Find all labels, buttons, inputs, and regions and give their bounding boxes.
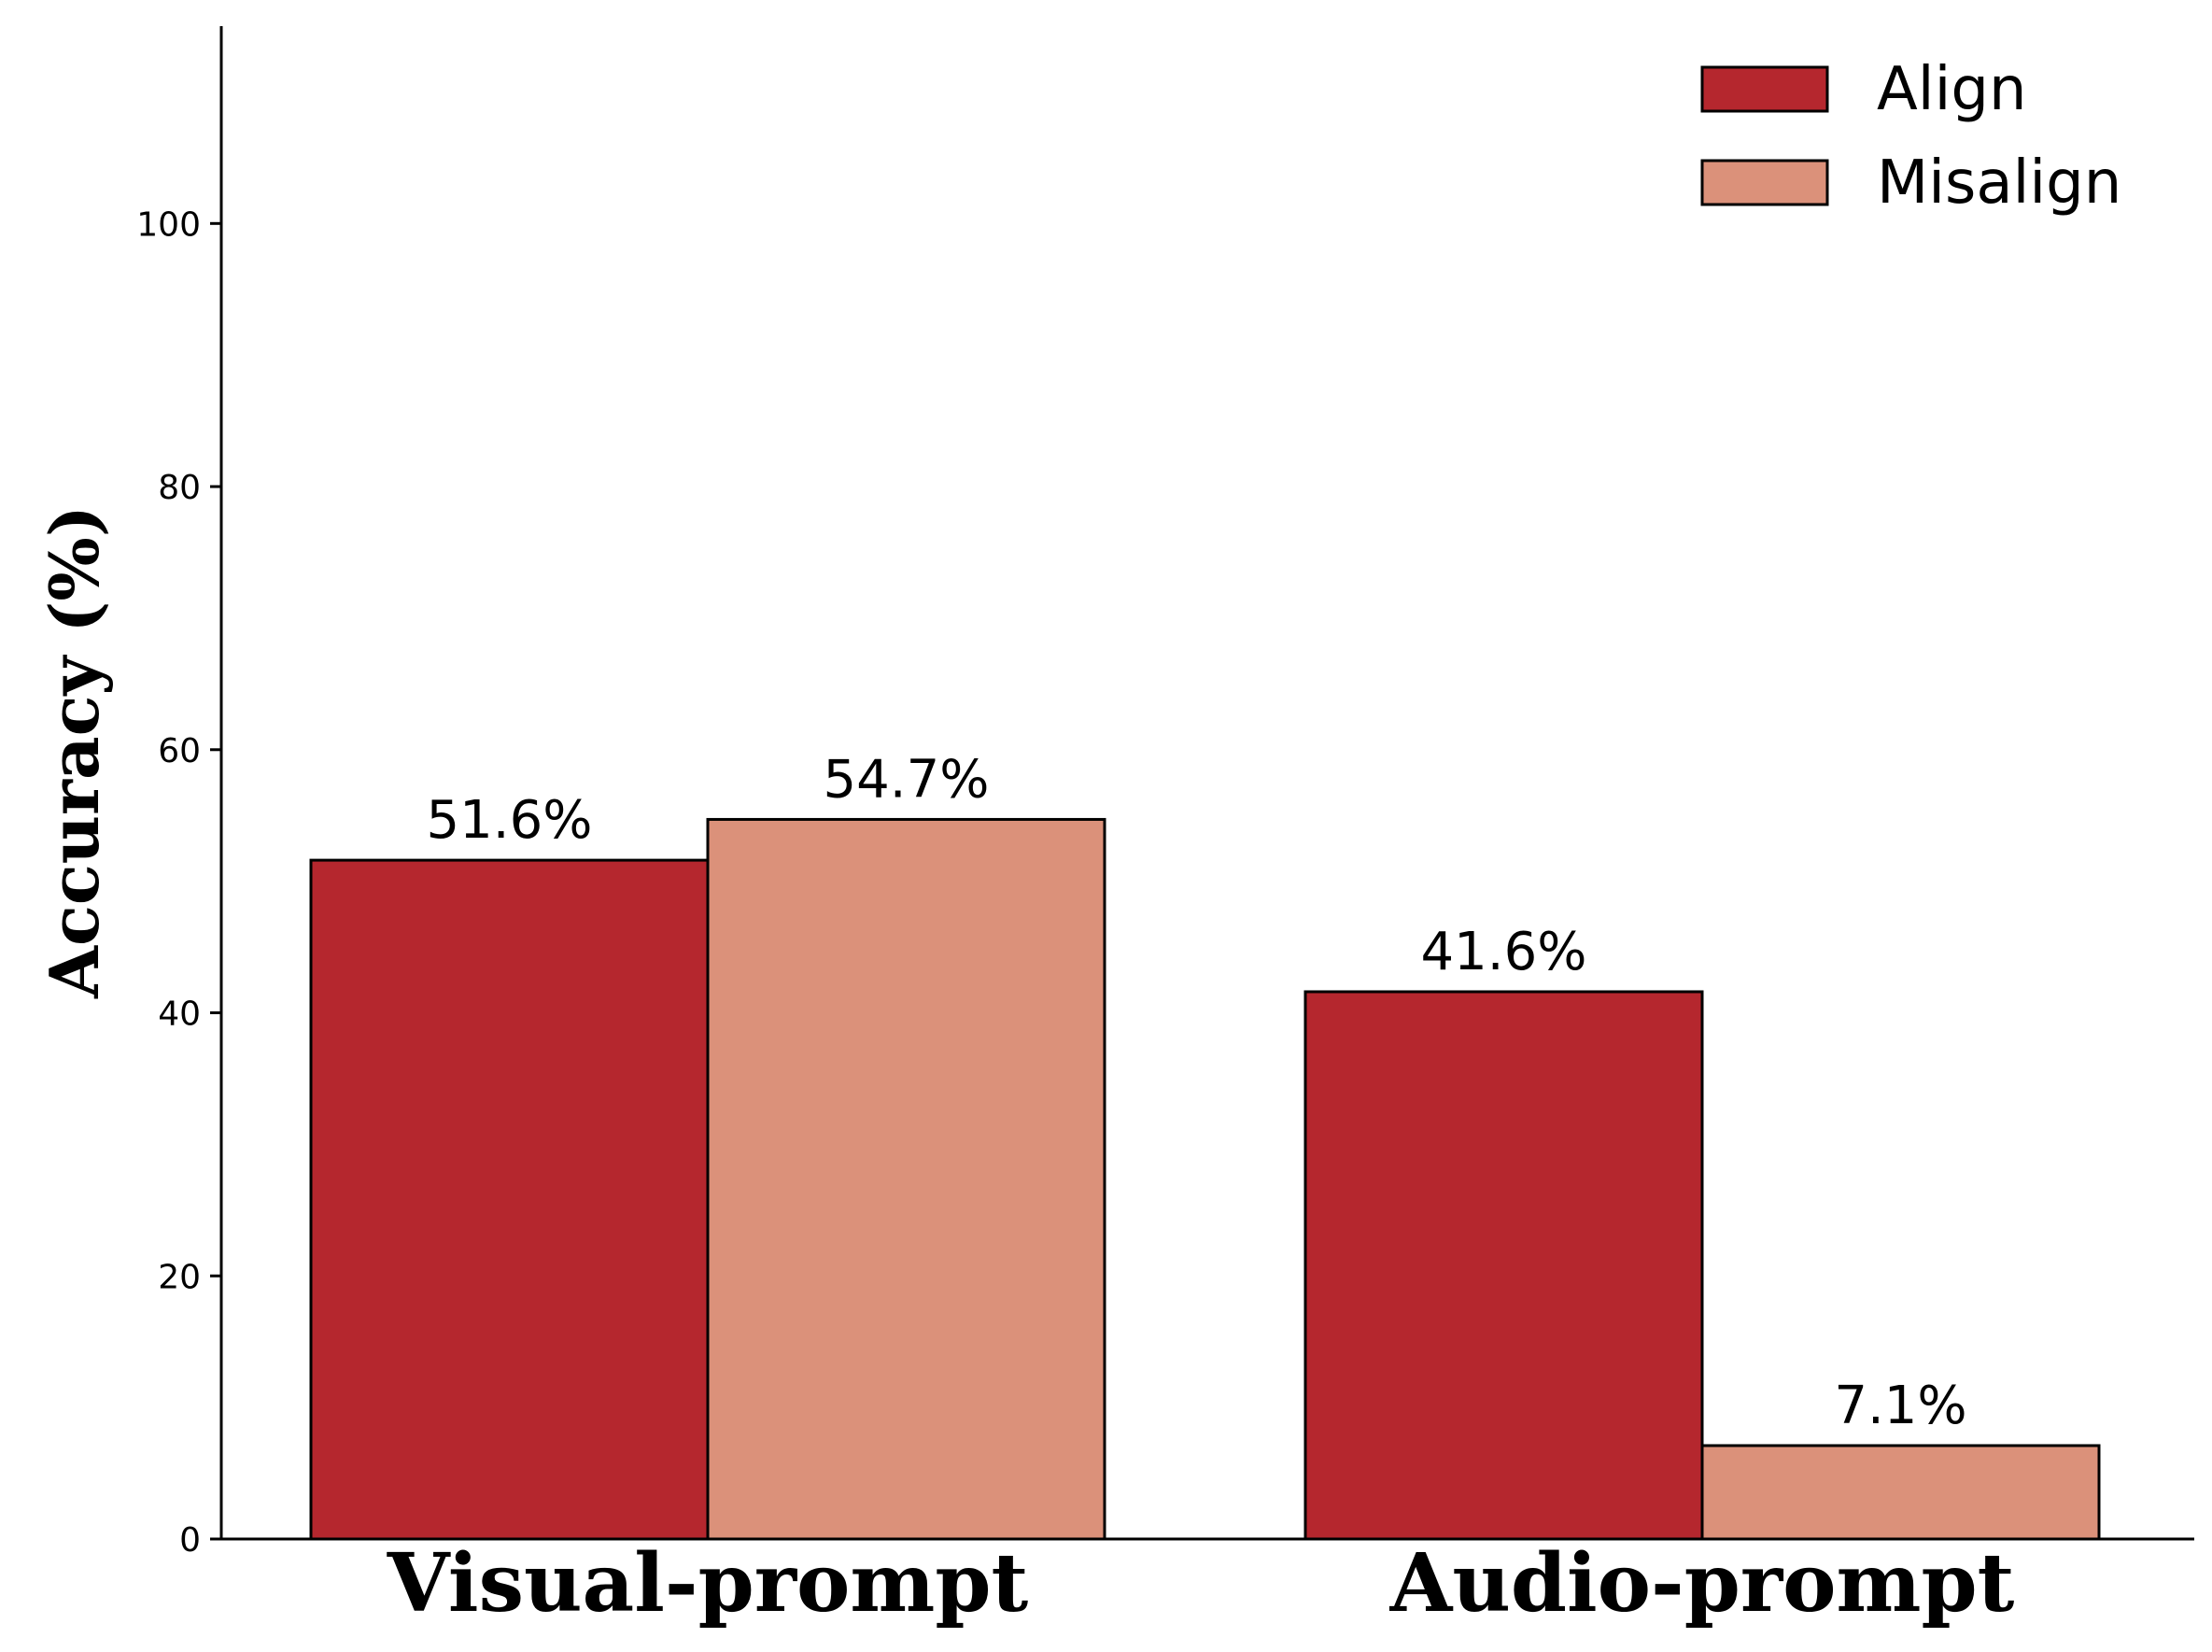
data-labels: 51.6% 54.7% 41.6% 7.1%: [427, 749, 1967, 1436]
x-tick-labels: Visual-prompt Audio-prompt: [387, 1536, 2015, 1631]
y-tick-label: 80: [158, 469, 201, 507]
legend-label-align: Align: [1877, 55, 2027, 124]
y-tick-label: 60: [158, 732, 201, 770]
bar-align-visual-prompt: [309, 858, 710, 1541]
y-tick-label: 0: [179, 1521, 201, 1560]
data-label: 51.6%: [427, 790, 593, 851]
data-label: 41.6%: [1421, 922, 1587, 982]
data-label: 54.7%: [824, 749, 990, 810]
y-tick-label: 40: [158, 995, 201, 1034]
legend-swatch-misalign: [1700, 159, 1829, 206]
y-tick-label: 20: [158, 1258, 201, 1296]
bar-misalign-audio-prompt: [1700, 1444, 2101, 1541]
bar-misalign-visual-prompt: [706, 817, 1106, 1541]
x-tick-label: Audio-prompt: [1389, 1536, 2015, 1631]
bar-align-audio-prompt: [1303, 990, 1704, 1541]
bars: [309, 817, 2101, 1541]
legend: Align Misalign: [1700, 55, 2121, 218]
legend-swatch-align: [1700, 65, 1829, 113]
y-tick-label: 100: [136, 205, 201, 244]
y-ticks: 0 20 40 60 80 100: [136, 205, 221, 1560]
y-axis-title: Accuracy (%): [35, 505, 114, 999]
legend-label-misalign: Misalign: [1877, 148, 2121, 218]
x-tick-label: Visual-prompt: [387, 1536, 1029, 1631]
data-label: 7.1%: [1834, 1376, 1966, 1436]
